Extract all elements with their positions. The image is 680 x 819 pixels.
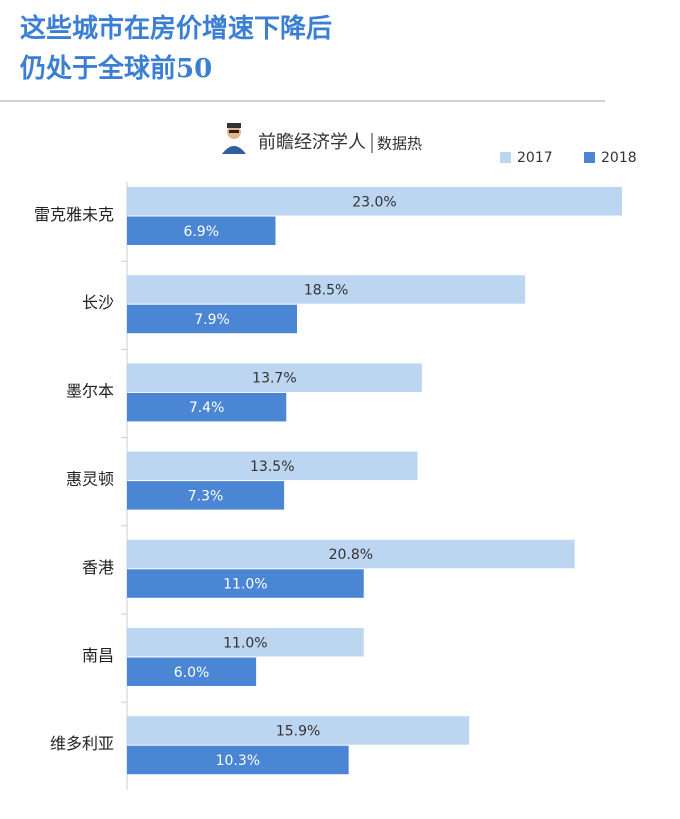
value-label: 23.0% xyxy=(352,194,396,210)
bar xyxy=(127,481,285,510)
chart-title: 仍处于全球前50 xyxy=(20,53,212,84)
value-label: 13.7% xyxy=(252,371,296,387)
bar xyxy=(127,569,364,598)
y-tick-label: 长沙 xyxy=(82,293,114,312)
legend-label: 2018 xyxy=(601,150,637,166)
value-label: 18.5% xyxy=(304,282,348,298)
legend-swatch xyxy=(584,152,595,163)
bar xyxy=(127,716,470,745)
value-label: 15.9% xyxy=(276,723,320,739)
y-tick-label: 惠灵顿 xyxy=(66,470,114,489)
bar xyxy=(127,275,526,304)
brand-icon xyxy=(220,123,248,154)
bar xyxy=(127,216,276,245)
y-tick-label: 墨尔本 xyxy=(66,381,114,400)
bar xyxy=(127,539,575,569)
value-label: 7.4% xyxy=(189,400,225,416)
y-tick-label: 雷克雅未克 xyxy=(34,205,114,224)
value-label: 6.9% xyxy=(183,224,219,240)
bar xyxy=(127,657,257,686)
value-label: 7.9% xyxy=(194,312,230,328)
value-label: 11.0% xyxy=(223,635,267,651)
bar xyxy=(127,304,298,334)
bar xyxy=(127,363,422,392)
bar xyxy=(127,392,287,422)
legend-swatch xyxy=(500,152,511,163)
legend-label: 2017 xyxy=(517,150,553,166)
value-label: 13.5% xyxy=(250,459,294,475)
bar xyxy=(127,745,349,775)
bar xyxy=(127,187,622,216)
value-label: 7.3% xyxy=(188,488,224,504)
value-label: 11.0% xyxy=(223,577,267,593)
y-tick-label: 香港 xyxy=(82,558,114,577)
y-tick-label: 维多利亚 xyxy=(50,734,114,753)
brand-sub: 数据热 xyxy=(377,135,422,153)
value-label: 10.3% xyxy=(216,753,260,769)
value-label: 6.0% xyxy=(174,665,210,681)
bar xyxy=(127,628,364,657)
chart-title: 这些城市在房价增速下降后 xyxy=(20,13,332,44)
brand: 前瞻经济学人 xyxy=(258,132,366,153)
y-tick-label: 南昌 xyxy=(82,646,114,665)
bar xyxy=(127,451,418,481)
value-label: 20.8% xyxy=(329,547,373,563)
